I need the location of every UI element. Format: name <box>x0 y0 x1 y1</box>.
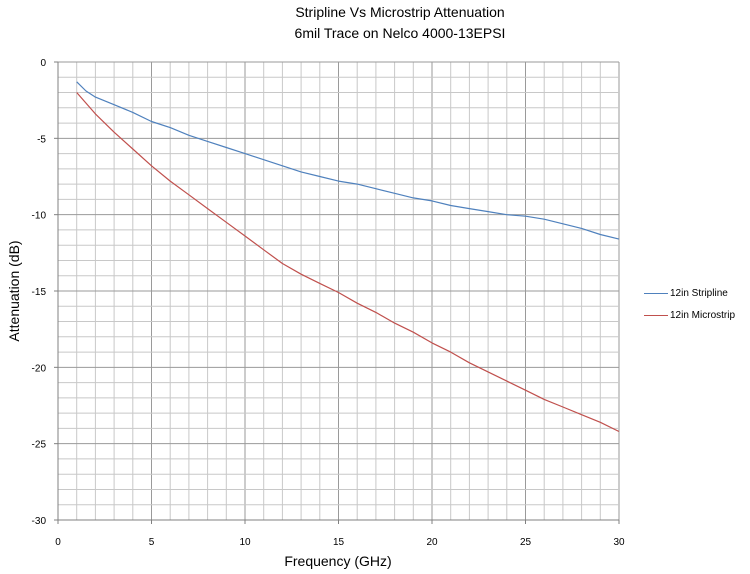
x-axis-label: Frequency (GHz) <box>284 553 392 569</box>
x-tick-label: 25 <box>520 537 532 548</box>
x-tick-label: 5 <box>149 537 155 548</box>
series-line-microstrip <box>76 92 620 433</box>
y-tick-label: -5 <box>37 134 46 145</box>
y-axis-label: Attenuation (dB) <box>6 240 22 342</box>
series-line-stripline <box>76 81 620 240</box>
legend-item-microstrip: 12in Microstrip <box>644 310 735 321</box>
legend-label-stripline: 12in Stripline <box>670 288 728 299</box>
legend-item-stripline: 12in Stripline <box>644 288 728 299</box>
x-tick-label: 10 <box>239 537 251 548</box>
y-tick-label: -15 <box>32 287 47 298</box>
x-tick-label: 20 <box>426 537 438 548</box>
chart-title: Stripline Vs Microstrip Attenuation <box>295 4 505 20</box>
legend-swatch-stripline <box>644 293 668 294</box>
legend-label-microstrip: 12in Microstrip <box>670 310 736 321</box>
x-tick-label: 0 <box>55 537 61 548</box>
y-tick-label: -30 <box>32 516 47 527</box>
y-tick-label: -25 <box>32 440 47 451</box>
x-tick-label: 30 <box>613 537 625 548</box>
x-tick-label: 15 <box>333 537 345 548</box>
chart-subtitle: 6mil Trace on Nelco 4000-13EPSI <box>294 25 506 41</box>
y-tick-label: -20 <box>32 363 47 374</box>
legend-swatch-microstrip <box>644 315 668 316</box>
y-tick-label: -10 <box>32 211 47 222</box>
y-tick-label: 0 <box>40 58 46 69</box>
